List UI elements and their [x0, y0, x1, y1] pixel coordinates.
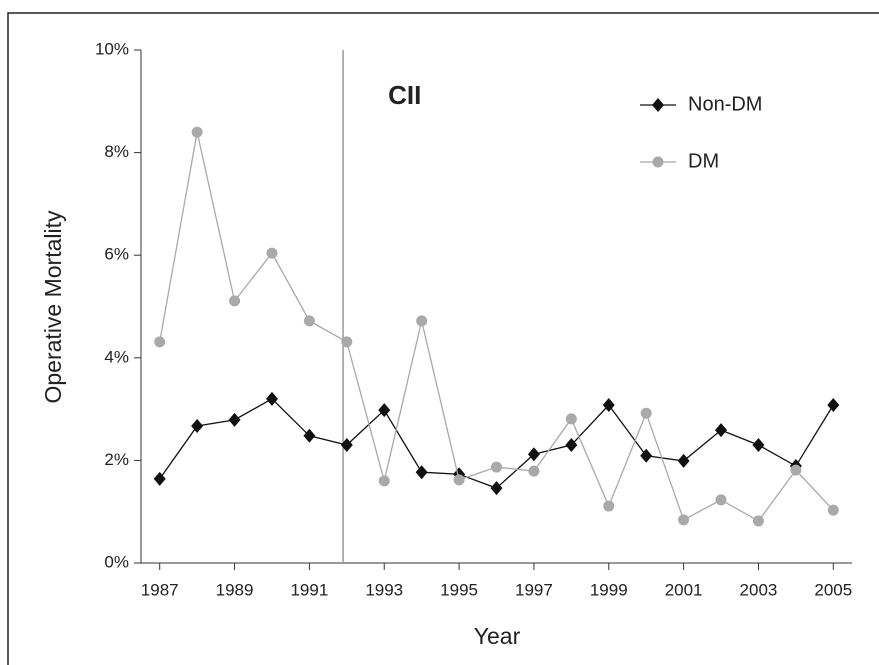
x-tick-label: 1987 — [141, 580, 179, 599]
marker — [265, 391, 278, 406]
y-tick-label: 10% — [95, 39, 129, 58]
marker — [752, 515, 764, 527]
marker — [191, 126, 203, 138]
marker — [603, 500, 615, 512]
y-axis-label: Operative Mortality — [40, 210, 66, 404]
marker — [378, 475, 390, 487]
x-tick-label: 2001 — [665, 580, 703, 599]
marker — [303, 315, 315, 327]
marker — [228, 412, 241, 427]
marker — [153, 471, 166, 486]
marker — [378, 403, 391, 418]
marker — [527, 447, 540, 462]
marker — [677, 453, 690, 468]
x-axis-label: Year — [474, 623, 521, 649]
marker — [154, 336, 166, 348]
y-tick-label: 0% — [104, 552, 129, 571]
legend-label: Non-DM — [688, 93, 762, 115]
marker — [790, 464, 802, 476]
frame — [7, 12, 879, 665]
legend-label: DM — [688, 150, 719, 172]
marker — [827, 504, 839, 516]
annotation: CII — [388, 80, 421, 110]
marker — [491, 461, 502, 473]
marker — [602, 397, 615, 412]
y-tick-label: 4% — [104, 347, 129, 366]
y-tick-label: 8% — [104, 142, 129, 161]
marker — [341, 336, 353, 348]
marker — [827, 397, 840, 412]
marker — [303, 428, 316, 443]
x-tick-label: 2005 — [814, 580, 852, 599]
marker — [490, 481, 503, 496]
x-tick-label: 1999 — [590, 580, 628, 599]
x-tick-label: 1993 — [365, 580, 403, 599]
marker — [415, 465, 428, 480]
marker — [565, 438, 578, 453]
marker — [266, 247, 278, 259]
x-tick-label: 1991 — [290, 580, 328, 599]
x-tick-label: 1995 — [440, 580, 478, 599]
series-line — [159, 398, 834, 489]
x-tick-label: 1997 — [515, 580, 553, 599]
x-tick-label: 1989 — [216, 580, 254, 599]
y-tick-label: 2% — [104, 450, 129, 469]
marker — [640, 448, 653, 463]
marker — [652, 156, 664, 168]
marker — [453, 474, 465, 486]
marker — [340, 438, 353, 453]
marker — [191, 419, 204, 434]
marker — [715, 494, 727, 506]
y-tick-label: 6% — [104, 245, 129, 264]
marker — [752, 438, 765, 453]
marker — [715, 423, 728, 438]
marker — [640, 407, 652, 419]
x-tick-label: 2003 — [740, 580, 778, 599]
marker — [652, 98, 664, 112]
marker — [229, 295, 241, 307]
marker — [528, 465, 540, 477]
marker — [678, 514, 690, 526]
marker — [416, 315, 428, 327]
marker — [565, 413, 577, 425]
